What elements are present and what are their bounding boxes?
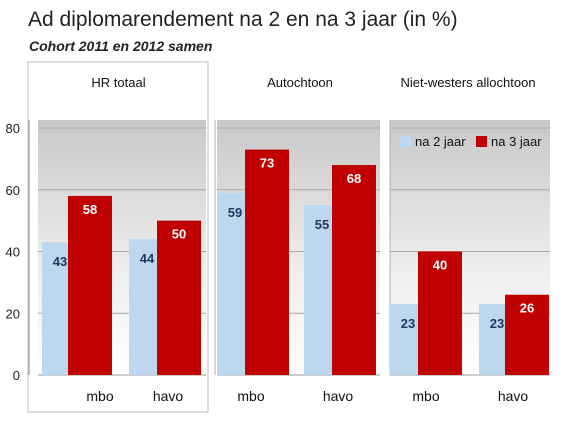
data-label-na-3-jaar: 68 <box>347 171 361 186</box>
y-axis: 0 20 40 60 80 <box>6 120 30 383</box>
chart-subtitle: Cohort 2011 en 2012 samen <box>29 38 213 54</box>
bar-na-3-jaar <box>332 165 376 375</box>
category-label: mbo <box>86 388 113 404</box>
data-label-na-3-jaar: 40 <box>433 258 447 273</box>
legend-label-na-2-jaar: na 2 jaar <box>415 134 466 149</box>
panel: Autochtoon 59 73 mbo 55 68 havo <box>214 75 380 404</box>
legend-label-na-3-jaar: na 3 jaar <box>491 134 542 149</box>
chart-title: Ad diplomarendement na 2 en na 3 jaar (i… <box>28 8 458 31</box>
panel-frame <box>27 61 209 413</box>
y-tick-label: 0 <box>13 368 20 383</box>
category-label: mbo <box>412 388 439 404</box>
category-label: mbo <box>237 388 264 404</box>
data-label-na-3-jaar: 26 <box>520 301 534 316</box>
bar-na-3-jaar <box>157 220 201 375</box>
category-label: havo <box>323 388 354 404</box>
data-label-na-2-jaar: 55 <box>315 217 329 232</box>
bar-na-3-jaar <box>245 149 289 375</box>
data-label-na-3-jaar: 73 <box>260 156 274 171</box>
chart-panels: HR totaal 43 58 mbo 44 50 havo Autochtoon 59 73 mb… <box>27 61 550 413</box>
category-label: havo <box>153 388 184 404</box>
data-label-na-2-jaar: 59 <box>228 205 242 220</box>
data-label-na-2-jaar: 23 <box>401 316 415 331</box>
data-label-na-2-jaar: 44 <box>140 251 155 266</box>
panel-title: HR totaal <box>91 75 145 90</box>
legend: na 2 jaar na 3 jaar <box>400 134 542 149</box>
data-label-na-3-jaar: 50 <box>172 227 186 242</box>
legend-swatch-na-3-jaar <box>476 136 487 147</box>
panel-title: Autochtoon <box>267 75 333 90</box>
legend-swatch-na-2-jaar <box>400 136 411 147</box>
data-label-na-2-jaar: 43 <box>53 254 67 269</box>
category-label: havo <box>498 388 529 404</box>
y-tick-label: 20 <box>6 306 20 321</box>
bar-na-3-jaar <box>68 195 112 375</box>
panel: HR totaal 43 58 mbo 44 50 havo <box>27 61 209 413</box>
y-tick-label: 40 <box>6 245 20 260</box>
bar-na-3-jaar <box>418 251 462 375</box>
panel: Niet-westers allochtoon 23 40 mbo 23 26 havo <box>389 75 550 404</box>
y-tick-label: 60 <box>6 183 20 198</box>
bar-na-3-jaar <box>505 294 549 375</box>
data-label-na-2-jaar: 23 <box>490 316 504 331</box>
data-label-na-3-jaar: 58 <box>83 202 97 217</box>
y-tick-label: 80 <box>6 121 20 136</box>
panel-title: Niet-westers allochtoon <box>400 75 535 90</box>
